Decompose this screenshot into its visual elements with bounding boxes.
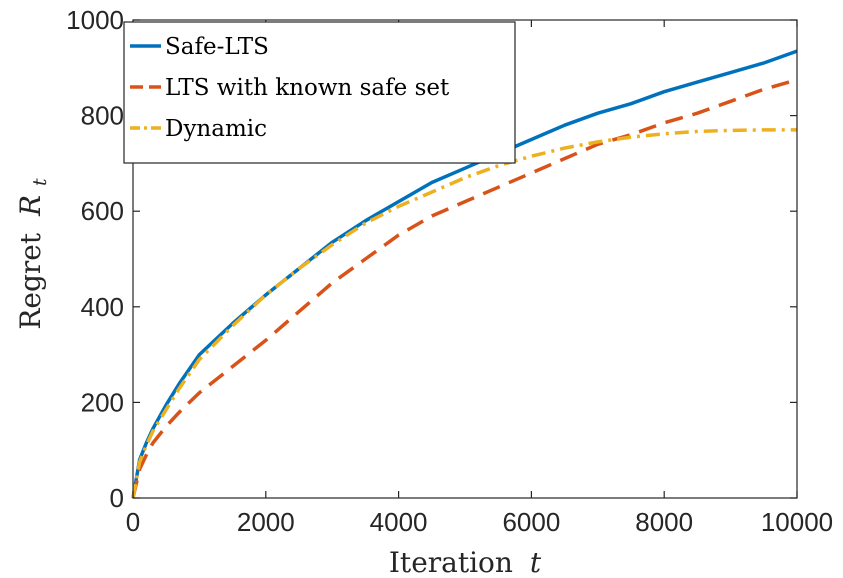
y-axis-label-symbol: R: [14, 195, 47, 217]
y-axis-label-subscript: t: [29, 178, 51, 186]
x-tick-label: 8000: [635, 507, 693, 537]
series-line-0: [131, 49, 798, 499]
legend-label-0: Safe-LTS: [165, 34, 269, 60]
x-tick-label: 4000: [370, 507, 428, 537]
y-axis-label-text: Regret: [14, 232, 47, 330]
y-tick-label: 1000: [66, 5, 124, 35]
axis-ticks: 0 2000 4000 6000 8000 10000 0 200 400 600 800 1000: [66, 5, 833, 537]
plot-lines: [131, 49, 798, 499]
legend: Safe-LTS LTS with known safe set Dynamic: [123, 21, 516, 164]
legend-label-1: LTS with known safe set: [165, 75, 450, 101]
x-tick-label: 6000: [502, 507, 560, 537]
series-line-1: [131, 78, 798, 499]
y-tick-label: 800: [81, 101, 124, 131]
x-tick-label: 2000: [237, 507, 295, 537]
y-tick-label: 200: [81, 387, 124, 417]
x-axis-label-text: Iteration: [389, 546, 513, 578]
x-tick-label: 0: [126, 507, 140, 537]
legend-box: [123, 21, 516, 164]
plot-frame: [132, 19, 798, 499]
x-axis-label-symbol: t: [530, 546, 542, 578]
series-line-2: [131, 128, 797, 499]
x-tick-label: 10000: [761, 507, 833, 537]
legend-label-2: Dynamic: [165, 116, 267, 142]
y-tick-label: 600: [81, 196, 124, 226]
y-tick-label: 400: [81, 292, 124, 322]
x-axis-label: Iteration t: [389, 546, 542, 578]
y-tick-label: 0: [110, 483, 124, 513]
y-axis-label: Regret R t: [14, 178, 51, 330]
